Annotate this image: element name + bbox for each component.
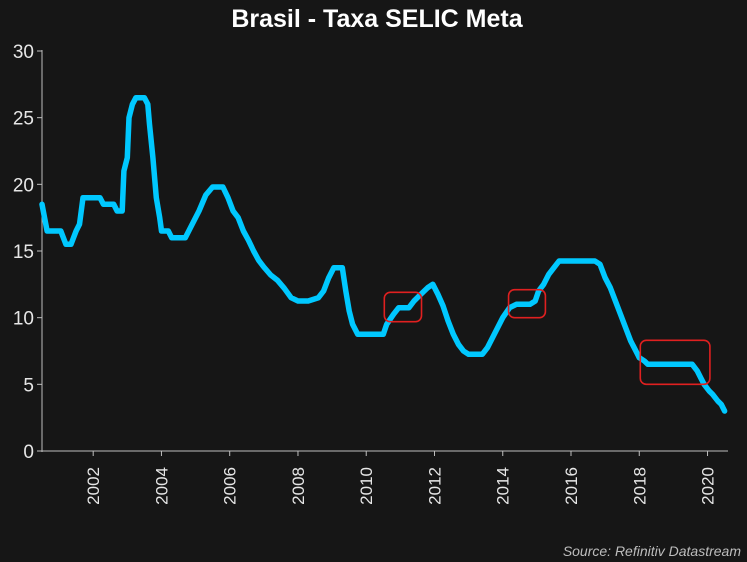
x-tick-label: 2014 [494, 467, 513, 505]
y-tick-label: 10 [13, 309, 34, 330]
y-tick-label: 5 [23, 375, 34, 396]
y-tick-label: 25 [13, 109, 34, 130]
x-tick-label: 2020 [699, 467, 718, 505]
chart-title: Brasil - Taxa SELIC Meta [231, 5, 523, 33]
x-axis-ticks: 2002 2004 2006 2008 2010 2012 2014 2016 2018 2020 [84, 451, 718, 505]
source-note: Source: Refinitiv Datastream [563, 543, 742, 559]
y-tick-label: 20 [13, 175, 34, 196]
y-tick-label: 0 [23, 442, 34, 463]
highlight-box-3 [639, 339, 711, 386]
y-tick-label: 15 [13, 242, 34, 263]
y-axis-ticks: 0 5 10 15 20 25 30 [13, 42, 42, 463]
x-tick-label: 2012 [425, 467, 444, 505]
x-tick-label: 2018 [630, 467, 649, 505]
x-tick-label: 2004 [152, 467, 171, 505]
highlight-box-1 [383, 291, 423, 323]
series-line-selic [39, 94, 728, 414]
x-tick-label: 2008 [289, 467, 308, 505]
x-tick-label: 2016 [562, 467, 581, 505]
x-tick-label: 2006 [221, 467, 240, 505]
x-tick-label: 2002 [84, 467, 103, 505]
axes [41, 50, 728, 452]
highlight-boxes [383, 288, 711, 386]
highlight-box-2 [507, 288, 547, 319]
y-tick-label: 30 [13, 42, 34, 63]
x-tick-label: 2010 [357, 467, 376, 505]
